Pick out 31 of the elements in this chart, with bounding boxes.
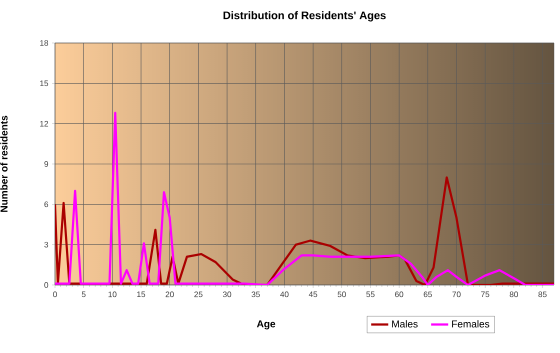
y-axis-title: Number of residents: [0, 116, 8, 212]
y-tick-label: 15: [40, 80, 48, 86]
y-tick-label: 6: [44, 201, 48, 208]
x-tick-label: 15: [137, 292, 146, 298]
chart-title: Distribution of Residents' Ages: [224, 11, 386, 22]
legend-label: Females: [452, 320, 490, 328]
x-tick-label: 25: [194, 292, 202, 298]
x-tick-label: 20: [166, 292, 174, 298]
x-tick-label: 0: [53, 292, 57, 298]
x-tick-label: 75: [481, 292, 490, 298]
x-tick-label: 80: [510, 292, 518, 298]
x-tick-label: 85: [538, 292, 547, 298]
x-axis-title: Age: [256, 320, 276, 330]
y-tick-label: 0: [44, 282, 48, 288]
x-tick-label: 65: [424, 292, 432, 298]
y-tick-label: 12: [40, 120, 48, 126]
x-tick-label: 30: [222, 292, 232, 298]
line-series: [55, 112, 554, 285]
x-tick-label: 35: [252, 292, 260, 298]
x-tick-label: 10: [108, 292, 116, 298]
x-tick-label: 45: [308, 292, 318, 298]
x-tick-label: 50: [338, 292, 346, 298]
legend-label: Males: [392, 320, 418, 328]
x-tick-label: 70: [452, 292, 461, 298]
x-tick-label: 60: [395, 292, 404, 298]
x-tick-label: 5: [82, 292, 86, 298]
y-tick-label: 3: [44, 242, 48, 248]
y-tick-label: 18: [40, 40, 48, 46]
x-tick-label: 40: [280, 292, 289, 298]
x-tick-label: 55: [366, 292, 375, 298]
y-tick-label: 9: [44, 161, 48, 167]
